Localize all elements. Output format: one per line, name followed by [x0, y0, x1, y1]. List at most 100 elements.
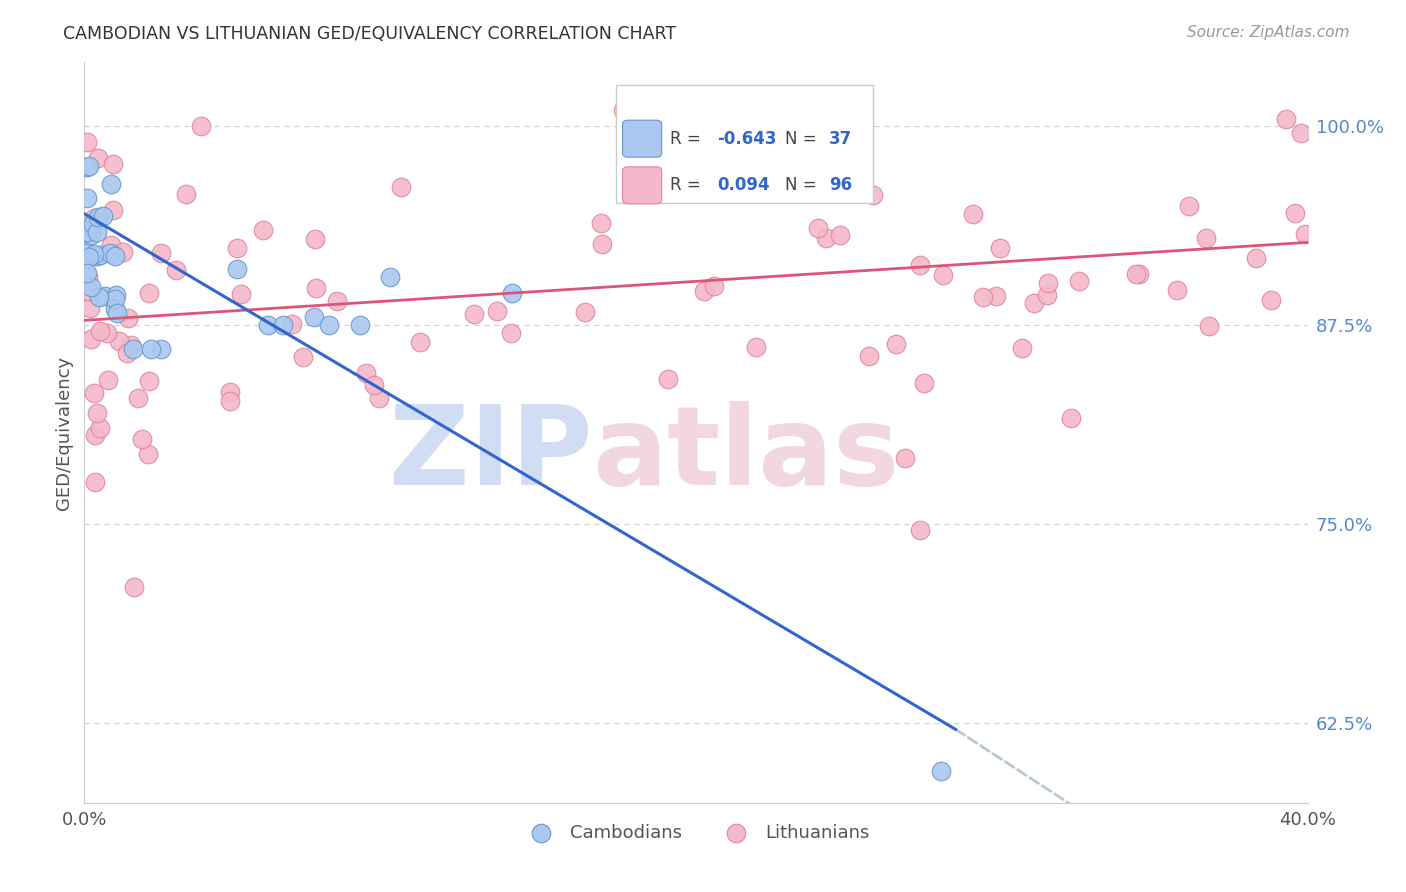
Point [77, 270, 100, 285]
Point [356, 366, 378, 380]
Point [1036, 276, 1059, 290]
Point [485, 304, 508, 318]
Point [703, 279, 725, 293]
Point [138, 285, 160, 300]
Point [574, 305, 596, 319]
Point [101, 247, 124, 261]
Point [1022, 296, 1045, 310]
Text: N =: N = [786, 177, 823, 194]
Point [89, 421, 111, 435]
Point [984, 288, 1007, 302]
Text: 37: 37 [830, 129, 852, 148]
Point [908, 523, 931, 537]
Point [76, 266, 98, 280]
Point [257, 318, 280, 333]
Legend: Cambodians, Lithuanians: Cambodians, Lithuanians [516, 817, 876, 849]
Point [1125, 267, 1147, 281]
Point [693, 285, 716, 299]
Point [77, 284, 100, 298]
Point [1284, 206, 1306, 220]
Point [591, 237, 613, 252]
Text: -0.643: -0.643 [717, 129, 776, 148]
Point [932, 268, 955, 282]
Y-axis label: GED/Equivalency: GED/Equivalency [55, 356, 73, 509]
Point [136, 447, 159, 461]
Point [76, 245, 98, 260]
Point [291, 350, 314, 364]
Point [86, 249, 108, 263]
Text: 0.094: 0.094 [717, 177, 769, 194]
Point [120, 337, 142, 351]
Point [229, 287, 252, 301]
Point [302, 310, 325, 325]
Point [83, 428, 105, 442]
Point [304, 232, 326, 246]
Point [862, 188, 884, 202]
Point [105, 305, 128, 319]
Point [174, 187, 197, 202]
Point [908, 258, 931, 272]
Point [80, 332, 103, 346]
Point [76, 160, 98, 174]
Point [858, 349, 880, 363]
Point [912, 376, 935, 390]
Point [104, 249, 127, 263]
Point [305, 280, 328, 294]
Point [103, 157, 125, 171]
Point [105, 287, 128, 301]
Point [499, 326, 522, 340]
Point [1069, 274, 1091, 288]
Point [380, 270, 402, 285]
Point [89, 248, 111, 262]
Point [219, 394, 242, 409]
Point [326, 293, 349, 308]
Text: Source: ZipAtlas.com: Source: ZipAtlas.com [1187, 25, 1350, 40]
Point [1294, 227, 1316, 242]
Point [84, 475, 107, 489]
Point [929, 764, 952, 778]
Point [1128, 268, 1150, 282]
Point [138, 374, 160, 388]
Point [363, 378, 385, 392]
Point [117, 310, 139, 325]
Point [94, 288, 117, 302]
Point [124, 580, 146, 594]
Point [318, 318, 340, 333]
Point [96, 326, 118, 340]
Point [117, 346, 139, 360]
Point [612, 103, 634, 118]
Text: R =: R = [671, 129, 706, 148]
Point [76, 225, 98, 239]
Point [80, 280, 103, 294]
Point [1198, 318, 1220, 333]
Text: atlas: atlas [592, 401, 900, 508]
Point [972, 290, 994, 304]
FancyBboxPatch shape [623, 167, 662, 204]
Point [1011, 341, 1033, 355]
Point [76, 135, 98, 149]
Point [89, 290, 111, 304]
Point [83, 386, 105, 401]
Point [502, 286, 524, 301]
Point [98, 246, 121, 260]
Point [76, 226, 98, 240]
Point [83, 211, 105, 226]
Point [807, 221, 830, 235]
Point [389, 180, 412, 194]
Point [190, 119, 212, 133]
Point [1291, 126, 1313, 140]
Point [409, 334, 432, 349]
Point [141, 342, 163, 356]
Point [1275, 112, 1298, 126]
Point [814, 231, 837, 245]
Point [962, 207, 984, 221]
Point [591, 216, 613, 230]
Point [104, 302, 127, 317]
Point [97, 373, 120, 387]
Point [122, 342, 145, 356]
Text: CAMBODIAN VS LITHUANIAN GED/EQUIVALENCY CORRELATION CHART: CAMBODIAN VS LITHUANIAN GED/EQUIVALENCY … [63, 25, 676, 43]
Text: N =: N = [786, 129, 823, 148]
Point [104, 292, 127, 306]
Point [657, 371, 679, 385]
Point [103, 202, 125, 217]
